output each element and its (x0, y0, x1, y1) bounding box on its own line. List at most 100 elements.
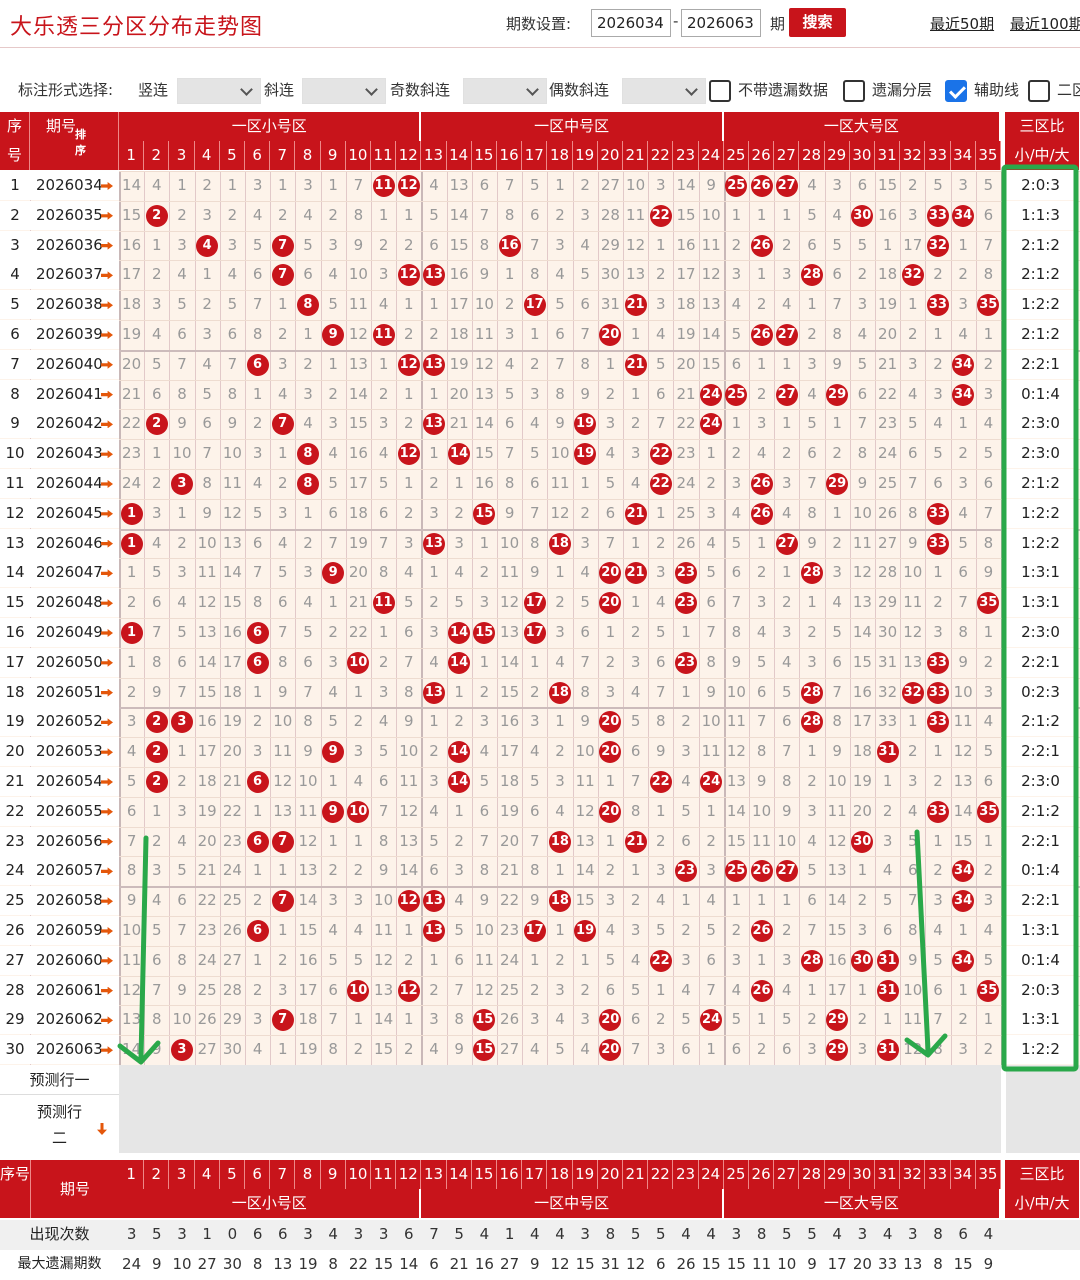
miss-count: 3 (530, 712, 540, 731)
drawn-ball: 31 (876, 741, 899, 764)
row-seq: 8 (0, 379, 30, 409)
miss-count: 2 (782, 921, 792, 939)
no-miss-checkbox[interactable] (709, 80, 731, 102)
drawn-ball: 7 (271, 413, 294, 436)
miss-count: 12 (500, 593, 520, 612)
miss-count: 2 (731, 444, 742, 463)
ratio-subheader: 小/中/大 (1005, 141, 1079, 170)
miss-count: 5 (706, 921, 716, 939)
count-cell: 4 (530, 1225, 540, 1243)
row-seq: 18 (0, 677, 30, 707)
miss-count: 9 (656, 742, 666, 761)
predict-grid[interactable] (119, 1065, 1001, 1153)
miss-count: 17 (852, 712, 872, 731)
miss-layer-checkbox[interactable] (843, 80, 865, 102)
miss-count: 19 (298, 1040, 318, 1059)
miss-count: 19 (449, 354, 469, 373)
miss-count: 2 (782, 444, 792, 463)
miss-count: 9 (782, 801, 792, 820)
miss-count: 8 (278, 652, 288, 671)
count-cell: 5 (807, 1225, 817, 1243)
drawn-ball: 8 (296, 473, 319, 495)
search-button[interactable]: 搜索 (789, 8, 846, 37)
row-period: 2026044 (30, 469, 119, 498)
count-cell: 4 (706, 1225, 716, 1243)
miss-count: 4 (958, 503, 968, 522)
miss-count: 6 (555, 325, 565, 343)
miss-count: 2 (706, 831, 716, 850)
vertical-select[interactable] (177, 78, 261, 104)
miss-count: 5 (983, 176, 994, 194)
miss-count: 12 (726, 742, 746, 761)
miss-count: 14 (348, 384, 368, 403)
second-zone-checkbox[interactable] (1028, 80, 1050, 102)
miss-count: 4 (328, 921, 338, 939)
miss-count: 4 (782, 503, 792, 522)
arrow-icon (101, 301, 113, 310)
maxmiss-cell: 15 (575, 1255, 595, 1273)
recent-50-link[interactable]: 最近50期 (930, 15, 995, 33)
miss-count: 2 (807, 325, 817, 343)
miss-count: 2 (353, 861, 364, 880)
miss-count: 9 (756, 772, 767, 790)
arrow-icon (101, 986, 113, 995)
miss-count: 23 (676, 444, 696, 463)
miss-count: 11 (374, 921, 394, 939)
arrow-icon (101, 390, 113, 399)
miss-count: 7 (832, 295, 842, 314)
odd-diagonal-select[interactable] (463, 78, 547, 104)
miss-count: 4 (252, 1040, 263, 1059)
miss-count: 2 (530, 354, 540, 373)
arrow-icon (101, 182, 113, 190)
miss-count: 7 (278, 623, 288, 641)
table-row (0, 200, 1080, 231)
miss-count: 1 (580, 474, 590, 492)
period-to-input[interactable]: 2026063 (681, 9, 761, 37)
miss-count: 11 (298, 801, 318, 820)
miss-count: 5 (832, 623, 842, 641)
miss-count: 7 (807, 474, 817, 492)
miss-count: 9 (832, 354, 842, 373)
row-seq: 29 (0, 1005, 30, 1035)
period-from-input[interactable]: 2026034 (591, 9, 671, 37)
row-seq: 26 (0, 916, 30, 945)
miss-count: 22 (348, 623, 368, 641)
miss-count: 9 (580, 384, 590, 403)
count-cell: 4 (555, 1225, 565, 1243)
header-period: 期号 (30, 112, 119, 170)
drawn-ball: 17 (523, 592, 546, 615)
miss-count: 20 (449, 384, 469, 403)
drawn-ball: 33 (926, 711, 949, 734)
sort-down-icon[interactable] (97, 1123, 107, 1135)
even-diagonal-select[interactable] (622, 78, 706, 104)
miss-count: 1 (152, 444, 162, 463)
top-bar: 大乐透三分区分布走势图 期数设置: 2026034 - 2026063 期 搜索… (0, 0, 1080, 48)
footer-ratio-sub: 小/中/大 (1005, 1189, 1079, 1218)
miss-count: 2 (756, 384, 767, 403)
miss-count: 13 (953, 772, 973, 790)
aux-line-checkbox[interactable] (945, 80, 967, 102)
miss-count: 5 (555, 1040, 565, 1059)
miss-count: 5 (706, 563, 716, 582)
header-seq: 序号 (0, 112, 30, 170)
miss-count: 1 (807, 742, 817, 761)
miss-count: 4 (555, 1010, 565, 1029)
miss-count: 13 (474, 384, 494, 403)
miss-count: 3 (378, 414, 389, 433)
miss-count: 8 (832, 712, 842, 731)
miss-count: 22 (878, 384, 898, 403)
miss-count: 4 (630, 682, 641, 701)
count-cell: 3 (908, 1225, 918, 1243)
miss-count: 6 (983, 205, 994, 224)
miss-count: 10 (752, 801, 772, 820)
recent-100-link[interactable]: 最近100期 (1010, 15, 1080, 33)
miss-count: 3 (227, 235, 238, 254)
miss-count: 21 (449, 414, 469, 433)
drawn-ball: 35 (977, 800, 1000, 823)
miss-count: 6 (152, 384, 162, 403)
miss-count: 6 (933, 474, 943, 492)
diagonal-select[interactable] (302, 78, 386, 104)
drawn-ball: 2 (145, 771, 168, 793)
ratio-cell: 1:2:2 (1006, 1035, 1075, 1065)
sort-button[interactable]: 排序 (75, 128, 86, 157)
